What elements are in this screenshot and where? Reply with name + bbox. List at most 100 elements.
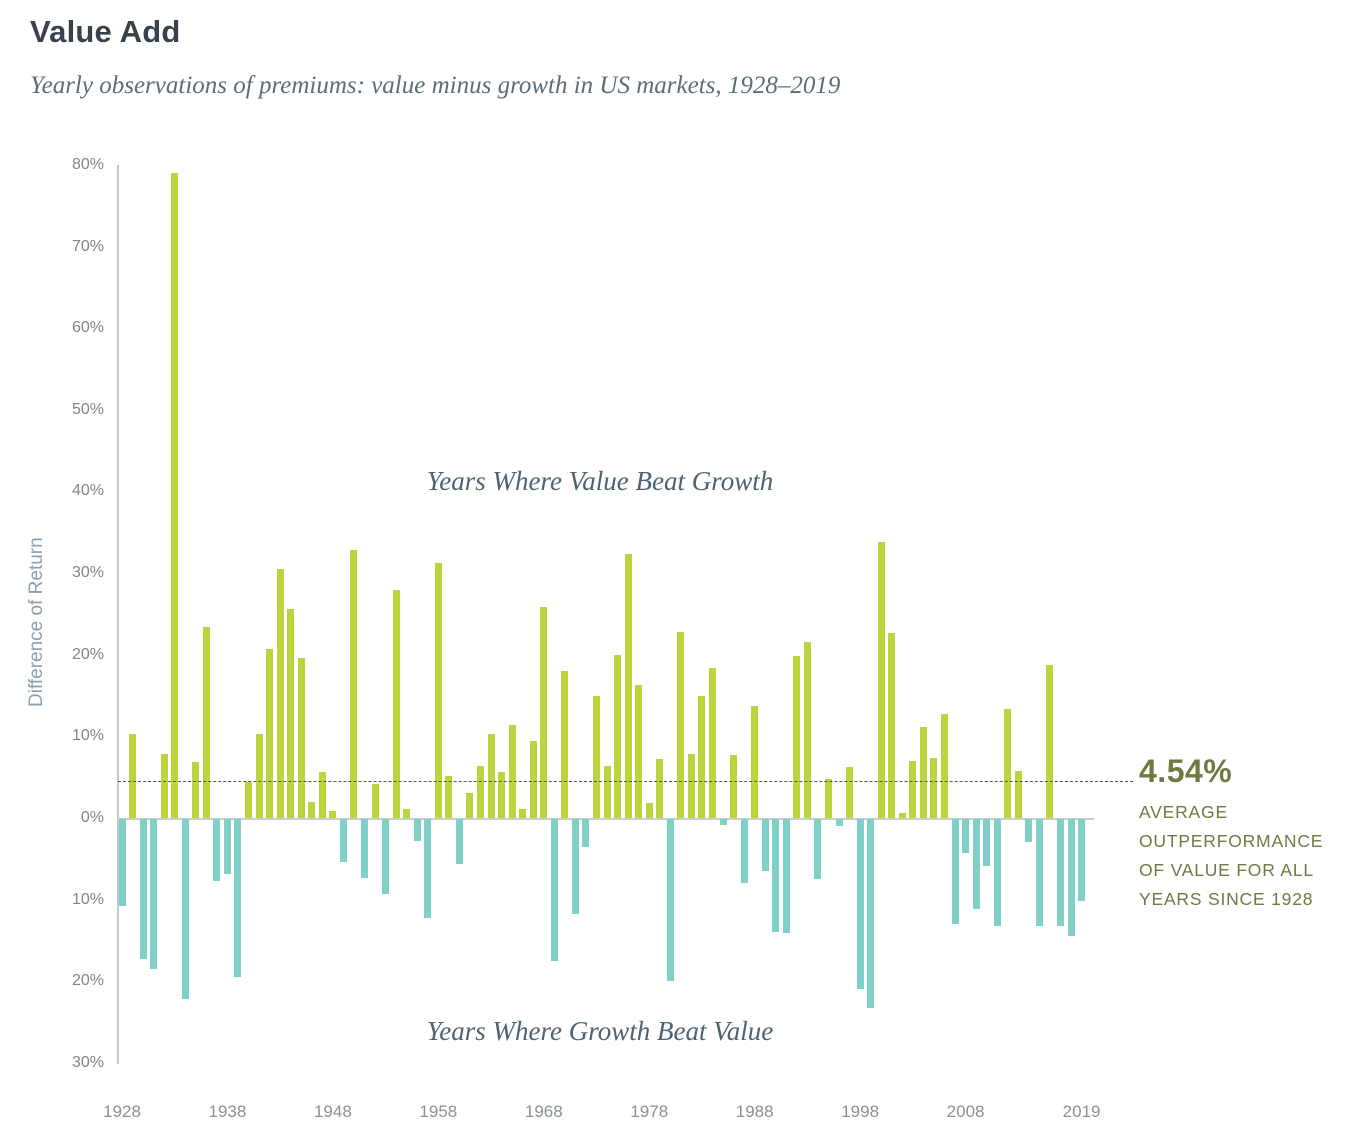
bar-2004 [919, 727, 927, 818]
bar-1931 [150, 819, 158, 970]
x-tick-label: 1968 [524, 1102, 563, 1121]
bar-1959 [445, 776, 453, 818]
bar-1990 [772, 819, 780, 932]
y-tick-label: 80% [71, 155, 104, 173]
bar-1937 [213, 819, 221, 882]
bar-1945 [297, 658, 305, 818]
bar-1947 [318, 772, 326, 818]
bar-1969 [550, 819, 558, 962]
bar-1951 [361, 819, 369, 878]
x-tick-label: 1938 [208, 1102, 247, 1121]
bar-1998 [856, 819, 864, 989]
bar-1974 [603, 765, 611, 818]
x-tick-label: 2019 [1062, 1102, 1101, 1121]
bar-1999 [867, 819, 875, 1009]
bar-1994 [814, 819, 822, 879]
y-tick-label: 10% [71, 890, 104, 908]
bar-2009 [972, 819, 980, 909]
bar-1950 [350, 550, 358, 818]
bar-1992 [793, 655, 801, 818]
bar-1940 [245, 782, 253, 818]
bar-2019 [1078, 819, 1086, 901]
bar-1938 [223, 819, 231, 874]
bar-1949 [339, 819, 347, 863]
bar-1958 [434, 563, 442, 818]
bar-2013 [1014, 770, 1022, 818]
x-tick-label: 1998 [841, 1102, 880, 1121]
x-tick-label: 1928 [103, 1102, 141, 1121]
bar-2001 [888, 632, 896, 818]
bar-1935 [192, 761, 200, 818]
bar-1979 [656, 759, 664, 818]
bar-2018 [1067, 819, 1075, 936]
page-title: Value Add [30, 14, 181, 49]
bar-1986 [730, 755, 738, 818]
bar-1956 [413, 819, 421, 842]
y-tick-label: 60% [71, 319, 104, 337]
y-tick-label: 30% [71, 564, 104, 582]
bar-2006 [941, 713, 948, 818]
bar-1980 [666, 819, 674, 982]
y-axis-line [117, 165, 119, 1064]
x-tick-label: 1958 [419, 1102, 458, 1121]
bar-1981 [677, 631, 685, 818]
bar-1971 [571, 819, 579, 914]
y-axis-title: Difference of Return [26, 537, 47, 707]
bar-1995 [825, 778, 832, 818]
bar-2010 [983, 819, 991, 867]
bar-1952 [371, 783, 379, 818]
bar-1993 [803, 642, 811, 818]
bar-1955 [403, 809, 411, 818]
bar-1939 [234, 819, 242, 978]
bar-1933 [171, 173, 179, 818]
bar-2007 [951, 819, 959, 925]
bar-1975 [614, 654, 622, 818]
y-tick-label: 10% [71, 727, 104, 745]
bar-1934 [181, 819, 189, 999]
bar-1963 [487, 733, 495, 818]
bar-2008 [962, 819, 970, 854]
bar-1997 [846, 766, 854, 818]
value-premium-bar-chart: Difference of Return 80% 70% 60% 50% 40% 30% 2… [0, 140, 1356, 1142]
bar-1942 [266, 649, 274, 818]
bar-2000 [877, 542, 885, 818]
y-tick-label: 40% [71, 482, 104, 500]
y-tick-label: 30% [71, 1053, 104, 1071]
bar-1978 [645, 803, 653, 818]
bar-1987 [740, 819, 748, 883]
bar-1982 [687, 753, 695, 818]
bar-1976 [624, 554, 632, 818]
bar-2005 [930, 758, 938, 818]
bar-1968 [540, 606, 548, 818]
y-tick-label: 20% [71, 972, 104, 990]
bar-2011 [993, 819, 1001, 926]
bar-1930 [139, 819, 147, 960]
average-value-label: 4.54% [1139, 753, 1233, 789]
x-tick-label: 1988 [735, 1102, 774, 1121]
x-tick-label: 2008 [946, 1102, 985, 1121]
bar-1928 [118, 819, 126, 906]
average-dashed-line [118, 781, 1133, 782]
average-caption-line: YEARS SINCE 1928 [1139, 889, 1314, 909]
bar-1991 [782, 819, 790, 934]
bar-1967 [529, 741, 537, 818]
bar-1954 [392, 590, 400, 818]
bar-1966 [519, 809, 527, 818]
zero-baseline [117, 818, 1094, 820]
bar-1936 [202, 626, 210, 818]
bar-2014 [1025, 819, 1033, 842]
average-caption-line: AVERAGE [1139, 802, 1228, 822]
bar-2016 [1046, 665, 1054, 818]
bar-2015 [1035, 819, 1043, 926]
bar-1964 [498, 772, 506, 818]
bar-1972 [582, 819, 590, 847]
negative-zone-annotation: Years Where Growth Beat Value [426, 1016, 774, 1046]
x-tick-label: 1978 [630, 1102, 669, 1121]
y-tick-label: 0% [80, 809, 104, 826]
bar-1946 [308, 802, 316, 818]
bar-1977 [635, 684, 643, 818]
bar-1989 [761, 819, 769, 872]
bar-1961 [466, 792, 474, 818]
bar-1985 [719, 819, 727, 825]
bar-1962 [477, 765, 485, 818]
